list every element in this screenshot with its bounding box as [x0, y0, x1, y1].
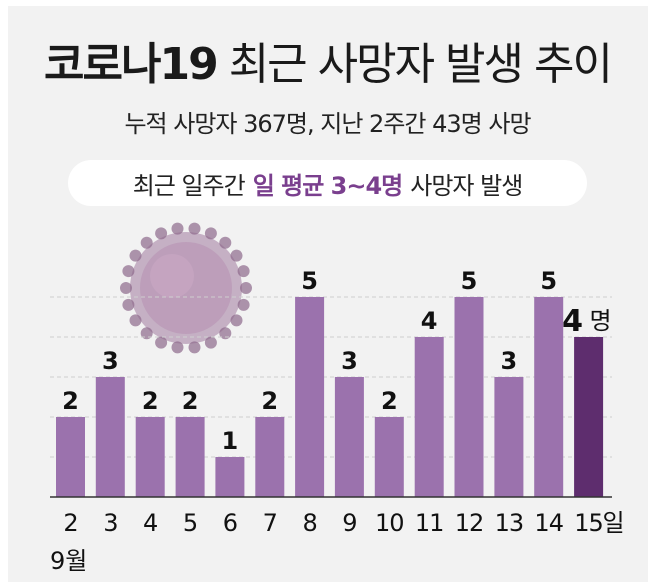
bar: [414, 337, 444, 497]
virus-spike: [122, 265, 135, 278]
x-tick-label: 10: [375, 509, 404, 537]
bars: [56, 297, 604, 497]
chart-subtitle: 누적 사망자 367명, 지난 2주간 43명 사망: [124, 110, 531, 138]
bar: [215, 457, 245, 497]
virus-spike: [237, 298, 250, 311]
x-tick-labels: 2 3 4 5 6 7 8 9 10 11 12 13 14 15 일: [63, 509, 624, 537]
virus-spike: [188, 222, 201, 235]
virus-spike: [204, 336, 217, 349]
bar: [374, 417, 404, 497]
bar-value-label: 2: [182, 387, 199, 415]
virus-spike: [219, 236, 232, 249]
bar: [574, 337, 604, 497]
virus-spike: [230, 314, 243, 327]
x-tick-label: 4: [143, 509, 157, 537]
bar: [95, 377, 125, 497]
bar-value-label: 5: [540, 267, 557, 295]
bar-value-label: 5: [461, 267, 478, 295]
virus-spike: [219, 327, 232, 340]
virus-spike: [120, 282, 132, 294]
bar-value-label: 4: [562, 304, 583, 339]
virus-spike: [140, 236, 153, 249]
virus-spike: [129, 249, 142, 262]
bar: [454, 297, 484, 497]
bar-value-label: 2: [261, 387, 278, 415]
x-tick-label: 9: [342, 509, 356, 537]
summary-pill: 최근 일주간 일 평균 3~4명 사망자 발생: [68, 160, 587, 206]
x-tick-label: 2: [63, 509, 77, 537]
virus-spike: [188, 341, 201, 354]
summary-suffix: 사망자 발생: [410, 171, 523, 200]
x-tick-label: 3: [103, 509, 117, 537]
title-keyword: 코로나19: [44, 39, 219, 90]
virus-spike: [237, 265, 250, 278]
summary-prefix: 최근 일주간: [132, 171, 246, 200]
value-unit-label: 명: [590, 307, 612, 335]
virus-spike: [171, 222, 184, 235]
title-text: 최근 사망자 발생 추이: [228, 39, 613, 90]
virus-spike: [140, 327, 153, 340]
x-tick-label: 7: [263, 509, 277, 537]
x-tick-label: 11: [415, 509, 444, 537]
x-tick-label: 13: [495, 509, 524, 537]
bar-value-label: 3: [341, 347, 358, 375]
bar: [56, 417, 85, 497]
virus-spike: [129, 314, 142, 327]
x-tick-label: 8: [302, 509, 316, 537]
bar-value-label: 2: [381, 387, 398, 415]
bar: [295, 297, 325, 497]
x-tick-suffix: 일: [603, 509, 624, 537]
virus-illustration-icon: [120, 222, 252, 354]
virus-spike: [155, 227, 168, 240]
x-tick-label: 12: [455, 509, 484, 537]
bar-value-label: 5: [301, 267, 318, 295]
x-tick-label: 15: [574, 509, 603, 537]
virus-spike: [230, 249, 243, 262]
x-tick-label: 6: [223, 509, 237, 537]
bar: [494, 377, 524, 497]
x-tick-label: 14: [534, 509, 563, 537]
virus-spike: [240, 282, 252, 294]
virus-spike: [122, 298, 135, 311]
bar-value-label: 3: [500, 347, 517, 375]
bar: [534, 297, 564, 497]
chart-title: 코로나19 최근 사망자 발생 추이: [0, 28, 655, 92]
summary-highlight: 일 평균 3~4명: [252, 171, 404, 200]
virus-spike: [171, 341, 184, 354]
bar-value-label: 3: [102, 347, 119, 375]
bar: [135, 417, 165, 497]
x-tick-label: 5: [183, 509, 197, 537]
bar-value-label: 1: [222, 427, 239, 455]
virus-spike: [155, 336, 168, 349]
bar: [334, 377, 364, 497]
bar: [175, 417, 205, 497]
month-label: 9월: [50, 547, 88, 575]
bar: [255, 417, 285, 497]
bar-value-label: 4: [421, 307, 438, 335]
bar-value-label: 2: [62, 387, 79, 415]
virus-spike: [204, 227, 217, 240]
bar-value-label: 2: [142, 387, 159, 415]
